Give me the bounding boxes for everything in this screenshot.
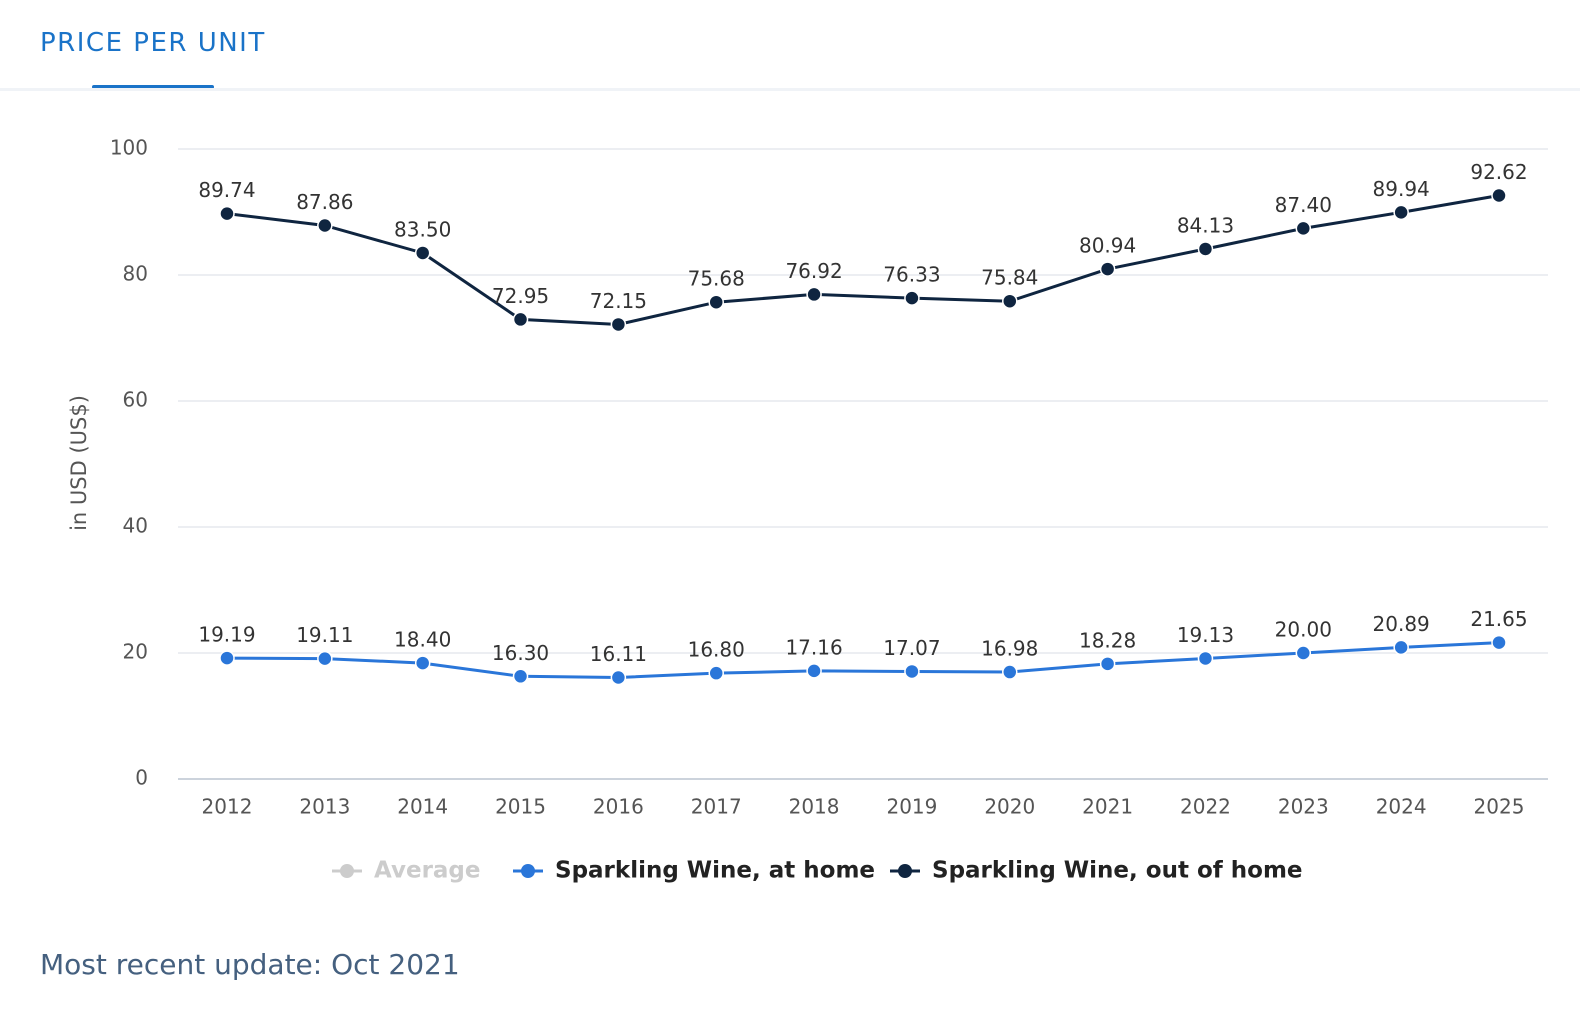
data-label: 18.40 [394,628,451,652]
legend-swatch-dot [898,864,912,878]
data-label: 80.94 [1079,234,1136,258]
data-label: 76.33 [883,263,940,287]
data-label: 75.84 [981,266,1038,290]
data-label: 16.11 [590,642,647,666]
data-point [317,217,333,234]
x-tick-label: 2023 [1278,795,1329,819]
x-tick-label: 2022 [1180,795,1231,819]
data-point [1393,639,1409,656]
data-point [1491,187,1507,204]
series-line [226,641,1500,680]
data-point [708,665,724,681]
data-point [1002,293,1018,309]
x-tick-label: 2020 [984,795,1035,819]
legend-entry[interactable]: Sparkling Wine, at home [555,858,875,884]
footer: Most recent update: Oct 2021 [40,948,460,981]
separator [0,88,1580,91]
data-point [708,294,724,310]
data-label: 20.00 [1275,618,1332,642]
data-label: 19.11 [296,623,353,647]
data-label: 76.92 [785,259,842,283]
data-label: 89.74 [198,178,255,202]
data-point [1491,634,1507,651]
data-label: 92.62 [1470,160,1527,184]
x-tick-label: 2014 [397,795,448,819]
x-tick-label: 2013 [299,795,350,819]
data-point [1099,656,1116,672]
data-label: 87.86 [296,190,353,214]
x-tick-label: 2012 [202,795,253,819]
data-label: 16.30 [492,641,549,665]
data-label: 17.07 [883,636,940,660]
legend-swatch-dot [340,864,354,878]
data-point [806,663,822,679]
data-point [1295,645,1312,661]
x-tick-label: 2025 [1474,795,1525,819]
tab-underline [92,85,214,89]
data-point [414,655,431,671]
data-point [1197,650,1214,667]
data-point [610,669,627,686]
data-label: 21.65 [1470,607,1527,631]
data-point [1197,241,1214,257]
y-tick-label: 0 [135,766,148,790]
data-point [414,245,431,261]
data-label: 17.16 [785,635,842,659]
tab-title[interactable]: PRICE PER UNIT [40,28,266,58]
data-point [904,290,920,306]
data-label: 16.98 [981,637,1038,661]
data-point [806,286,822,303]
x-tick-label: 2016 [593,795,644,819]
x-tick-label: 2019 [886,795,937,819]
data-point [512,311,529,328]
chart: in USD (US$) 0 20 40 60 80 100 2012 2013 2014 201… [67,136,1548,884]
data-point [1099,261,1116,277]
data-point [904,663,920,680]
data-label: 72.15 [590,289,647,313]
legend-entry[interactable]: Average [374,858,481,884]
legend-entry[interactable]: Sparkling Wine, out of home [932,858,1303,884]
data-label: 75.68 [688,267,745,291]
x-tick-label: 2018 [789,795,840,819]
data-point [610,316,627,333]
data-label: 20.89 [1373,612,1430,636]
data-label: 87.40 [1275,193,1332,217]
data-label: 84.13 [1177,213,1234,237]
data-point [1295,220,1312,237]
y-tick-label: 60 [123,388,148,412]
data-label: 18.28 [1079,628,1136,652]
data-point [1002,664,1018,680]
data-point [219,650,235,666]
legend-swatch-dot [521,864,535,878]
y-tick-label: 40 [123,514,148,538]
data-point [219,205,235,222]
y-tick-label: 100 [110,136,148,160]
series-line [226,194,1500,326]
x-tick-label: 2015 [495,795,546,819]
y-tick-label: 20 [123,640,148,664]
data-point [512,668,529,685]
data-label: 19.13 [1177,623,1234,647]
x-tick-label: 2021 [1082,795,1133,819]
y-axis-label: in USD (US$) [67,395,91,531]
data-label: 89.94 [1373,177,1430,201]
data-label: 16.80 [688,638,745,662]
x-tick-label: 2024 [1376,795,1427,819]
data-label: 83.50 [394,217,451,241]
data-point [317,650,333,667]
data-label: 72.95 [492,284,549,308]
data-label: 19.19 [198,623,255,647]
y-tick-label: 80 [123,262,148,286]
x-tick-label: 2017 [691,795,742,819]
data-point [1393,204,1409,221]
